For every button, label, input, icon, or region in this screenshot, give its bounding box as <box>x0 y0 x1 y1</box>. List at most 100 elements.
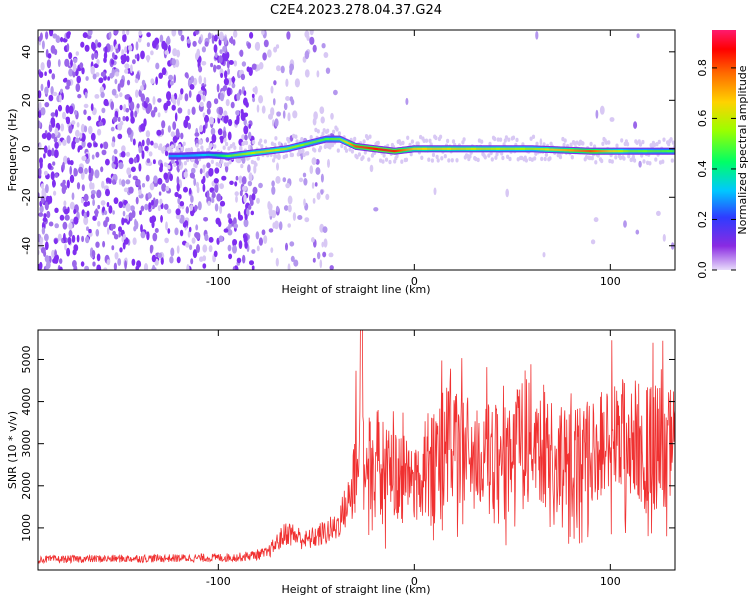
ridge-core <box>227 155 229 158</box>
spectrogram-noise-point <box>327 158 330 168</box>
spectrogram-noise-point <box>234 119 240 125</box>
spectrogram-noise-point <box>44 241 49 251</box>
ridge-core <box>635 150 637 153</box>
spectrogram-halo-point <box>323 144 327 149</box>
spectrogram-noise-point <box>73 216 79 225</box>
spectrogram-noise-point <box>72 249 77 256</box>
spectrogram-noise-point <box>251 249 256 254</box>
spectrogram-halo-point <box>618 155 623 161</box>
ridge-core <box>180 154 182 158</box>
spectrogram-noise-point <box>227 77 232 86</box>
spectrogram-noise-point <box>195 30 199 35</box>
ridge-core <box>376 147 378 151</box>
spectrogram-noise-point <box>39 160 43 169</box>
spectrogram-noise-point <box>40 195 45 204</box>
spectrogram-noise-point <box>211 197 215 204</box>
spectrogram-noise-point <box>505 188 510 198</box>
spectrogram-noise-point <box>542 252 546 258</box>
spectrogram-halo-point <box>436 158 440 163</box>
ridge-core <box>272 149 274 152</box>
spectrogram-noise-point <box>175 128 180 138</box>
ridge-core <box>232 154 234 157</box>
spectrogram-noise-point <box>100 143 103 149</box>
spectrogram-halo-point <box>348 147 352 152</box>
spectrogram-noise-point <box>43 145 48 154</box>
spectrogram-halo-point <box>270 141 274 146</box>
ridge-core <box>520 147 522 150</box>
spectrogram-noise-point <box>215 217 221 225</box>
ridge-core <box>297 145 299 148</box>
ridge-core <box>397 149 399 152</box>
spectrogram-noise-point <box>165 36 171 45</box>
spectrogram-noise-point <box>83 216 89 226</box>
spectrogram-noise-point <box>213 178 219 184</box>
ridge-core <box>372 147 374 150</box>
spectrogram-halo-point <box>381 159 385 164</box>
ridge-core <box>576 149 578 152</box>
spectrogram-noise-point <box>191 106 196 116</box>
spectrogram-noise-point <box>171 30 177 37</box>
ridge-core <box>270 149 272 152</box>
spectrogram-noise-point <box>287 204 292 213</box>
spectrogram-halo-point <box>272 158 276 163</box>
spectrogram-noise-point <box>176 183 180 192</box>
spectrogram-halo-point <box>173 162 177 167</box>
spectrogram-noise-point <box>177 197 181 204</box>
spectrogram-noise-point <box>314 182 318 187</box>
snr-x-axis-label: Height of straight line (km) <box>281 583 430 596</box>
spectrogram-noise-point <box>256 245 260 252</box>
ridge-core <box>505 147 508 150</box>
spectrogram-noise-point <box>98 115 101 123</box>
spectrogram-noise-point <box>189 84 195 90</box>
ridge-core <box>402 149 404 152</box>
ridge-core <box>551 148 554 151</box>
spectrogram-halo-point <box>384 157 389 162</box>
spectrogram-halo-point <box>316 129 320 134</box>
spectrogram-noise-point <box>140 123 146 132</box>
ridge-core <box>527 147 529 150</box>
spectrogram-noise-point <box>246 66 251 72</box>
colorbar-tick-label: 0.4 <box>696 160 709 178</box>
spectrogram-noise-point <box>202 244 208 253</box>
ridge-core <box>187 154 189 157</box>
spectrogram-noise-point <box>67 206 70 214</box>
ridge-core <box>330 138 332 141</box>
ridge-core <box>514 147 517 150</box>
ridge-core <box>665 150 667 153</box>
spectrogram-noise-point <box>61 185 66 195</box>
spectrogram-noise-point <box>208 167 214 177</box>
ridge-core <box>255 151 257 154</box>
spectrogram-noise-point <box>174 227 179 236</box>
ridge-core <box>526 147 528 150</box>
spectrogram-noise-point <box>65 104 70 114</box>
spectrogram-noise-point <box>129 101 135 111</box>
ridge-core <box>274 149 276 152</box>
spectrogram-noise-point <box>149 216 153 223</box>
spectrogram-noise-point <box>62 161 65 171</box>
spectrogram-halo-point <box>240 163 244 169</box>
spectrogram-noise-point <box>219 31 224 41</box>
ridge-core <box>387 149 389 152</box>
ridge-core <box>581 149 583 152</box>
spectrogram-noise-point <box>297 215 303 220</box>
ridge-core <box>183 154 185 157</box>
spectrogram-noise-point <box>66 135 71 144</box>
ridge-core <box>649 150 652 153</box>
ridge-core <box>615 150 617 153</box>
spectrogram-noise-point <box>227 213 232 219</box>
spectrogram-noise-point <box>75 129 80 137</box>
spectrogram-noise-point <box>153 106 158 113</box>
ridge-core <box>590 150 592 153</box>
spectrogram-noise-point <box>64 214 70 221</box>
spectrogram-noise-point <box>211 34 215 45</box>
spectrogram-noise-point <box>66 79 71 87</box>
spectrogram-noise-point <box>319 106 325 114</box>
ridge-core <box>304 143 307 146</box>
spectrogram-noise-point <box>63 77 68 83</box>
spectrogram-noise-point <box>110 126 115 132</box>
ridge-core <box>495 147 497 150</box>
spectrogram-noise-point <box>45 263 49 270</box>
ridge-core <box>315 140 318 143</box>
ridge-core <box>295 145 297 148</box>
ridge-core <box>305 142 308 145</box>
